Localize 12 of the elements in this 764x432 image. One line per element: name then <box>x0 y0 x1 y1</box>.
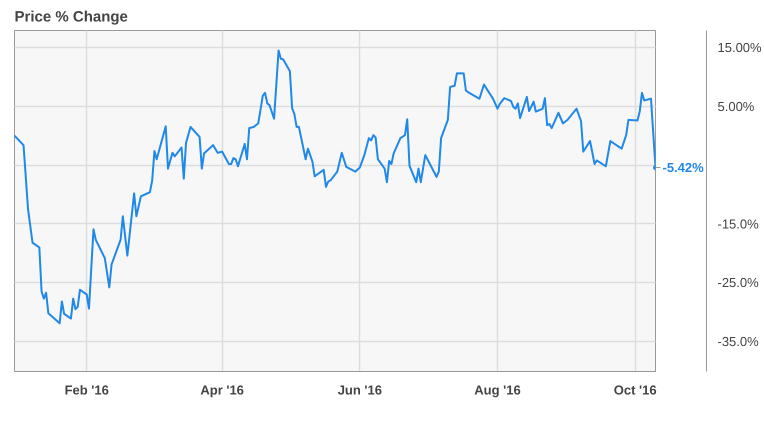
x-tick-label: Apr '16 <box>200 382 244 398</box>
x-tick-label: Aug '16 <box>474 382 521 398</box>
y-tick-label: 15.00% <box>718 40 762 56</box>
y-tick-label: 5.00% <box>718 98 755 114</box>
chart-title: Price % Change <box>14 8 128 26</box>
annotation: -5.42% <box>662 160 704 176</box>
y-tick-label: -15.0% <box>718 216 760 232</box>
y-tick-label: -35.0% <box>718 334 760 350</box>
y-tick-label: -25.0% <box>718 275 760 290</box>
x-tick-label: Jun '16 <box>338 382 382 398</box>
x-tick-label: Feb '16 <box>64 382 109 398</box>
x-tick-label: Oct '16 <box>614 382 657 398</box>
